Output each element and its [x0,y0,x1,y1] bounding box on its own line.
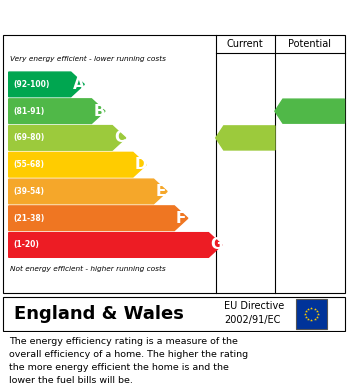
Text: 88: 88 [303,104,324,118]
Text: B: B [93,104,105,118]
Polygon shape [9,233,222,257]
Text: (1-20): (1-20) [13,240,39,249]
Text: Potential: Potential [288,39,331,49]
Text: D: D [135,157,147,172]
Text: 69: 69 [240,131,259,145]
Text: (69-80): (69-80) [13,133,44,142]
Text: Not energy efficient - higher running costs: Not energy efficient - higher running co… [10,265,166,271]
Text: Very energy efficient - lower running costs: Very energy efficient - lower running co… [10,56,166,62]
Bar [296,299,327,329]
Polygon shape [216,126,275,150]
Polygon shape [275,99,345,123]
Text: (55-68): (55-68) [13,160,44,169]
Text: (92-100): (92-100) [13,80,49,89]
Text: G: G [210,237,223,253]
Polygon shape [9,206,188,231]
Text: E: E [155,184,166,199]
Text: Energy Efficiency Rating: Energy Efficiency Rating [10,9,232,23]
Text: England & Wales: England & Wales [14,305,184,323]
Polygon shape [9,99,105,124]
Text: EU Directive
2002/91/EC: EU Directive 2002/91/EC [224,301,285,325]
Text: F: F [176,211,187,226]
Polygon shape [9,72,84,97]
Polygon shape [9,152,147,177]
Polygon shape [9,179,167,204]
Text: The energy efficiency rating is a measure of the
overall efficiency of a home. T: The energy efficiency rating is a measur… [9,337,248,385]
Text: A: A [72,77,84,92]
Text: (21-38): (21-38) [13,214,44,223]
Polygon shape [9,126,126,150]
Text: Current: Current [227,39,264,49]
Text: (81-91): (81-91) [13,107,44,116]
Text: C: C [114,131,125,145]
Text: (39-54): (39-54) [13,187,44,196]
